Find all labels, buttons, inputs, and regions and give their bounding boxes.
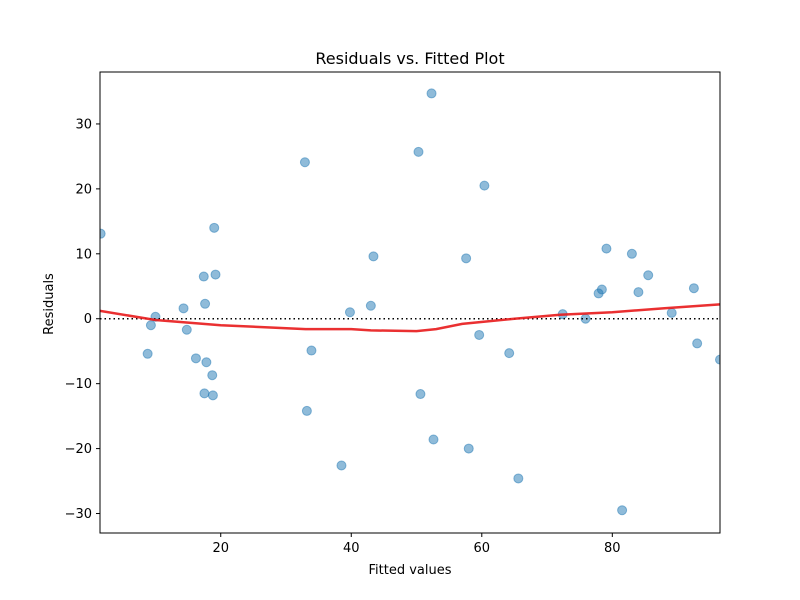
- data-point: [145, 320, 156, 331]
- data-point: [504, 348, 515, 359]
- x-axis-label: Fitted values: [368, 563, 451, 578]
- y-tick-label: 20: [75, 182, 92, 197]
- data-point: [415, 389, 426, 400]
- data-point: [463, 443, 474, 454]
- data-point: [368, 251, 379, 262]
- y-axis-label: Residuals: [42, 273, 57, 335]
- y-tick-label: −10: [65, 377, 92, 392]
- data-point: [474, 329, 485, 340]
- data-point: [209, 222, 220, 233]
- data-point: [178, 303, 189, 314]
- data-point: [596, 284, 607, 295]
- data-point: [100, 228, 106, 239]
- data-point: [301, 405, 312, 416]
- data-point: [190, 353, 201, 364]
- data-point: [299, 157, 310, 168]
- y-tick-label: −20: [65, 442, 92, 457]
- data-point: [201, 357, 212, 368]
- plot-area: [100, 72, 720, 533]
- axes-frame: [99, 71, 721, 534]
- data-point: [426, 88, 437, 99]
- x-tick-label: 80: [604, 541, 621, 556]
- smoothed-trend-line: [100, 303, 720, 333]
- data-point: [643, 270, 654, 281]
- x-tick-label: 40: [343, 541, 360, 556]
- data-point: [306, 345, 317, 356]
- chart-title: Residuals vs. Fitted Plot: [315, 49, 504, 68]
- x-tick-label: 60: [474, 541, 491, 556]
- data-point: [336, 460, 347, 471]
- data-point: [210, 269, 221, 280]
- data-point: [365, 300, 376, 311]
- data-point: [617, 505, 628, 516]
- data-point: [207, 370, 218, 381]
- data-point: [199, 388, 210, 399]
- y-tick-label: 30: [75, 117, 92, 132]
- x-tick-label: 20: [212, 541, 229, 556]
- data-point: [207, 390, 218, 401]
- scatter-points: [100, 88, 720, 516]
- data-point: [198, 271, 209, 282]
- data-point: [142, 348, 153, 359]
- data-point: [344, 307, 355, 318]
- y-tick-label: 10: [75, 247, 92, 262]
- y-tick-label: −30: [65, 507, 92, 522]
- data-point: [479, 180, 490, 191]
- data-point: [692, 338, 703, 349]
- chart-lines: [100, 303, 720, 333]
- plot-background: [100, 72, 720, 533]
- axes: 20 40 60 80 −30 −20 −10 0 10 20 30: [65, 71, 721, 556]
- data-point: [601, 243, 612, 254]
- data-point: [688, 283, 699, 294]
- data-point: [181, 324, 192, 335]
- y-tick-label: 0: [84, 312, 92, 327]
- data-point: [626, 248, 637, 259]
- data-point: [715, 354, 720, 365]
- data-point: [200, 298, 211, 309]
- data-point: [633, 287, 644, 298]
- data-point: [428, 434, 439, 445]
- data-point: [413, 146, 424, 157]
- data-point: [461, 253, 472, 264]
- data-point: [666, 307, 677, 318]
- data-point: [513, 473, 524, 484]
